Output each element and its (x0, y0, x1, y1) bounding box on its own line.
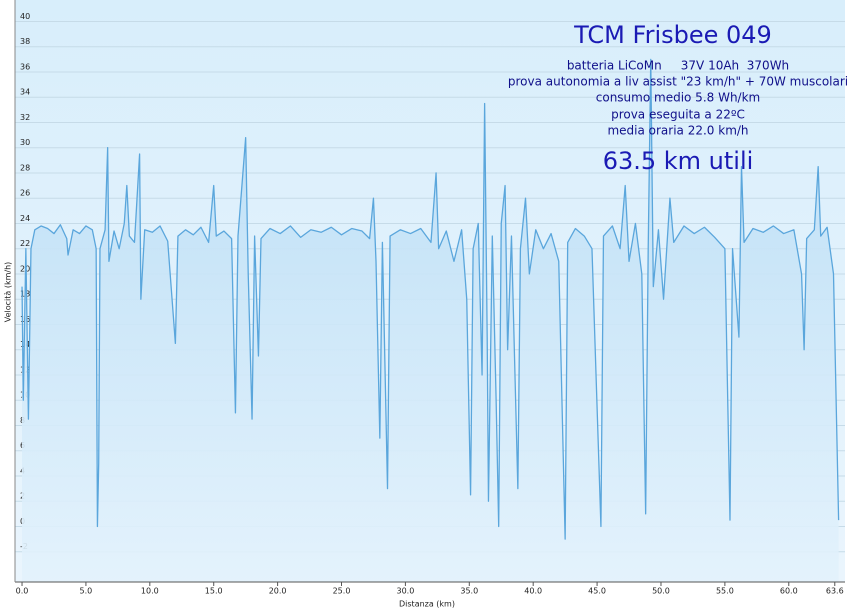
y-tick-label: 36 (20, 62, 30, 71)
y-tick-label: 24 (20, 214, 30, 223)
chart-title: TCM Frisbee 049 (573, 21, 772, 49)
x-tick-label: 50.0 (652, 587, 670, 596)
annotation: media oraria 22.0 km/h (607, 124, 748, 138)
x-tick-label: 40.0 (524, 587, 542, 596)
x-tick-label: 15.0 (205, 587, 223, 596)
annotation: prova eseguita a 22ºC (611, 108, 745, 122)
x-axis-title: Distanza (km) (399, 600, 455, 609)
annotation: batteria LiCoMn 37V 10Ah 370Wh (567, 59, 789, 73)
y-tick-label: 38 (20, 37, 30, 46)
annotation-highlight: 63.5 km utili (603, 147, 754, 175)
x-tick-label: 63.6 (826, 587, 844, 596)
area (22, 59, 839, 582)
y-tick-label: 30 (20, 138, 30, 147)
x-tick-label: 25.0 (333, 587, 351, 596)
x-tick-label: 30.0 (396, 587, 414, 596)
annotation: prova autonomia a liv assist "23 km/h" +… (508, 75, 848, 89)
x-tick-label: 0.0 (16, 587, 29, 596)
x-tick-label: 20.0 (269, 587, 287, 596)
x-tick-label: 60.0 (780, 587, 798, 596)
x-tick-label: 35.0 (460, 587, 478, 596)
y-tick-label: 26 (20, 189, 30, 198)
y-tick-label: 40 (20, 12, 30, 21)
y-tick-label: 34 (20, 88, 30, 97)
x-tick-label: 5.0 (80, 587, 93, 596)
annotation: consumo medio 5.8 Wh/km (596, 91, 760, 105)
y-axis-title: Velocità (km/h) (4, 262, 13, 323)
y-tick-label: 22 (20, 239, 30, 248)
x-tick-label: 55.0 (716, 587, 734, 596)
y-tick-label: 32 (20, 113, 30, 122)
line (21, 58, 840, 540)
x-tick-label: 10.0 (141, 587, 159, 596)
x-tick-label: 45.0 (588, 587, 606, 596)
y-tick-label: 28 (20, 163, 30, 172)
